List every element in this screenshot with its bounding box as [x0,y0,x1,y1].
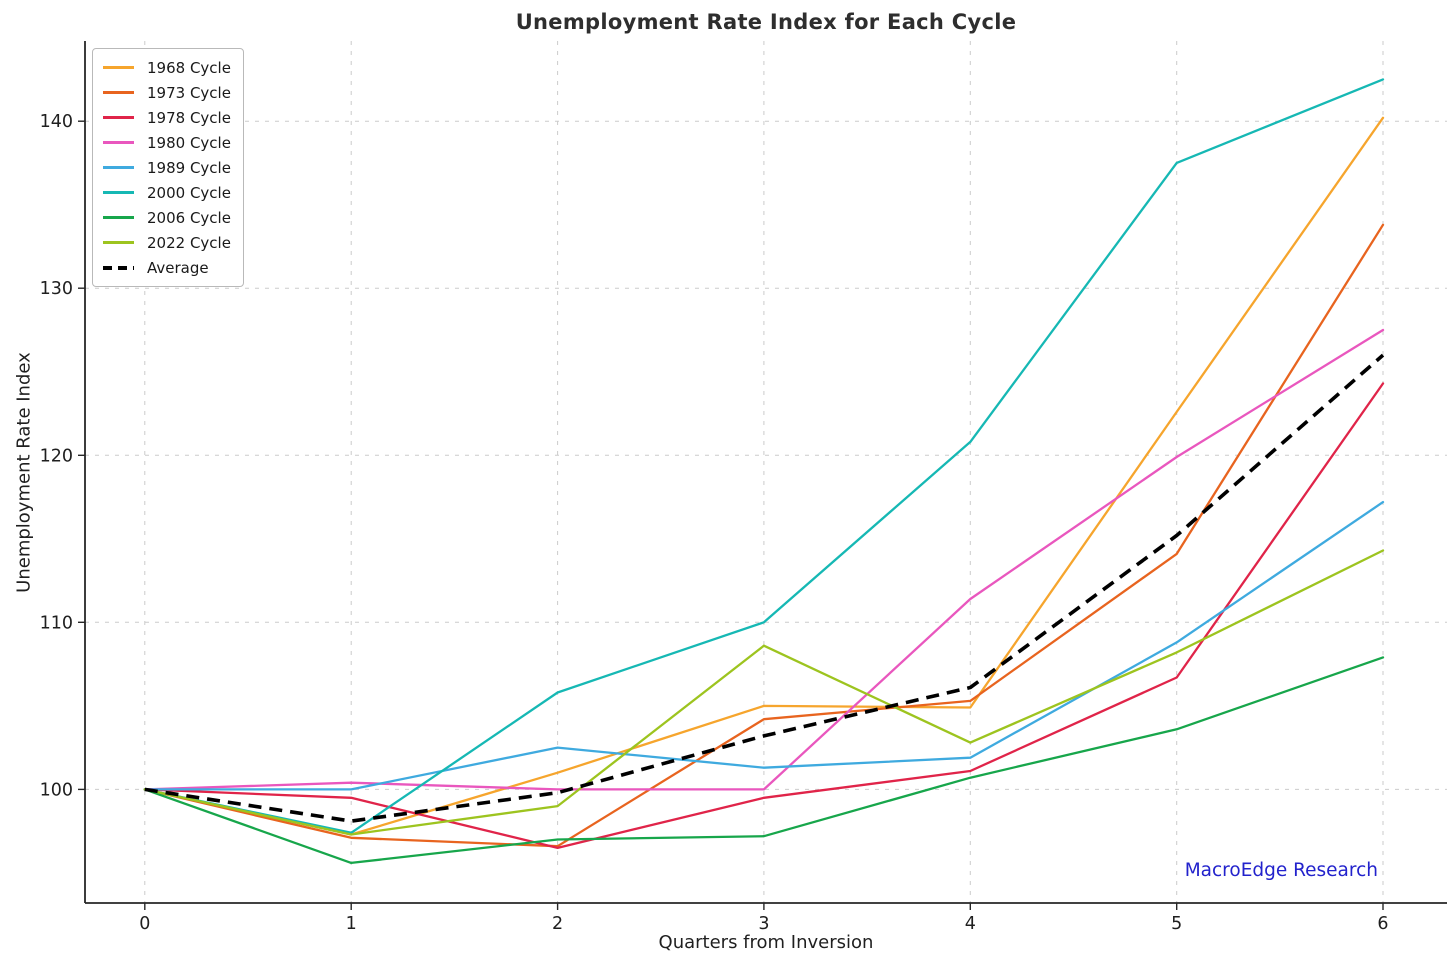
legend-item: 1968 Cycle [103,55,231,80]
x-axis-label: Quarters from Inversion [658,932,874,953]
legend-item-label: 2006 Cycle [147,208,231,227]
legend-swatch-icon [103,166,134,169]
series-line-average [144,353,1385,823]
series-line-2006-cycle [143,656,1385,865]
legend-swatch-icon [103,241,134,244]
series-line-1973-cycle [143,223,1385,848]
legend-item-label: 2000 Cycle [147,183,231,202]
series-line-2022-cycle [143,549,1385,836]
x-tick-label: 2 [552,914,563,934]
x-tick-label: 1 [346,914,357,934]
legend-item: 1989 Cycle [103,155,231,180]
legend-swatch-icon [103,66,134,69]
legend-swatch-icon [103,191,134,194]
x-tick-label: 4 [965,914,976,934]
legend-item: 1980 Cycle [103,130,231,155]
series-line-1968-cycle [143,116,1385,836]
legend-item-label: 1978 Cycle [147,108,231,127]
y-tick-label: 100 [40,780,73,800]
watermark-text: MacroEdge Research [1184,860,1378,881]
legend-item: 1978 Cycle [103,105,231,130]
y-tick-label: 110 [40,613,73,633]
series-line-1989-cycle [143,500,1385,791]
legend-item-label: 1968 Cycle [147,58,231,77]
y-tick-label: 140 [40,112,73,132]
legend-swatch-icon [103,141,134,144]
legend-item: 2022 Cycle [103,230,231,255]
y-tick-label: 130 [40,279,73,299]
x-tick-label: 5 [1171,914,1182,934]
x-tick-label: 0 [139,914,150,934]
legend-swatch-icon [103,91,134,94]
legend-item-label: Average [147,258,209,277]
legend-swatch-icon [103,216,134,219]
legend-swatch-icon [103,116,134,119]
series-line-1978-cycle [143,382,1385,850]
legend: 1968 Cycle 1973 Cycle 1978 Cycle 1980 Cycle… [92,48,244,287]
y-tick-label: 120 [40,446,73,466]
legend-item-label: 2022 Cycle [147,233,231,252]
chart-title: Unemployment Rate Index for Each Cycle [515,10,1017,34]
legend-item: 1973 Cycle [103,80,231,105]
legend-item: 2000 Cycle [103,180,231,205]
series-line-1980-cycle [143,328,1385,791]
legend-swatch-icon [103,265,134,270]
legend-item: 2006 Cycle [103,205,231,230]
x-tick-label: 3 [758,914,769,934]
legend-item-label: 1980 Cycle [147,133,231,152]
legend-item-label: 1973 Cycle [147,83,231,102]
series-line-2000-cycle [143,78,1385,834]
legend-item-label: 1989 Cycle [147,158,231,177]
legend-item: Average [103,255,231,280]
x-tick-label: 6 [1377,914,1388,934]
